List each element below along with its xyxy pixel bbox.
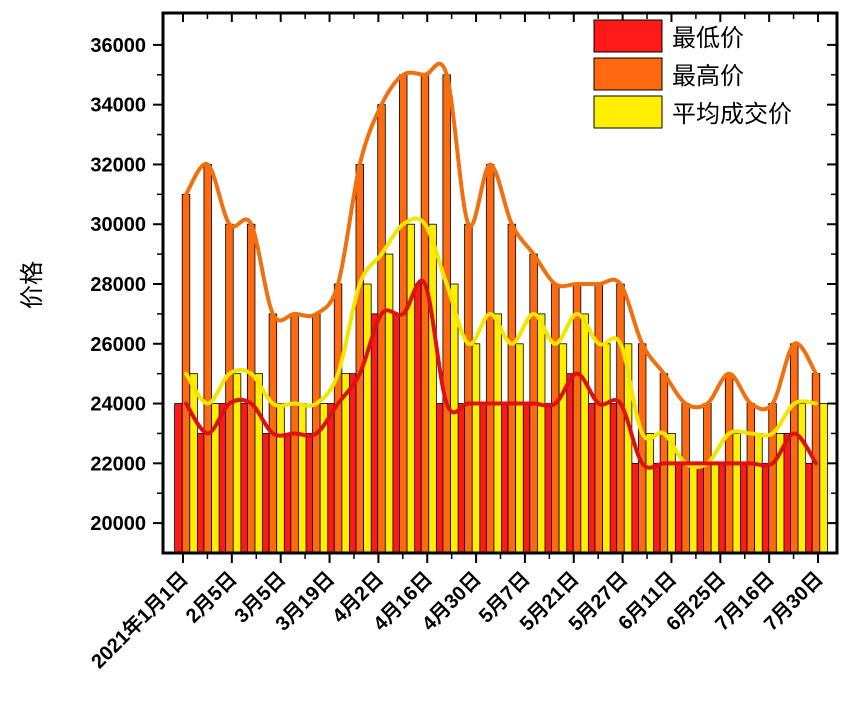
bar-avg (254, 373, 263, 554)
y-tick-label: 22000 (90, 453, 146, 475)
bar-avg (384, 253, 394, 554)
smooth-lines (184, 61, 818, 470)
bar-avg (689, 462, 698, 554)
legend-swatch-max (593, 57, 663, 91)
bar-avg (558, 343, 568, 554)
bar-max (768, 403, 777, 554)
bar-max (638, 343, 647, 554)
bar-avg (298, 403, 307, 554)
bar-avg (819, 403, 828, 554)
bar-avg (276, 403, 285, 554)
legend-label-min: 最低价 (672, 24, 744, 52)
bar-avg (710, 462, 720, 554)
bar-max (442, 74, 451, 554)
bar-avg (732, 433, 741, 554)
bar-max (225, 223, 234, 554)
bar-max (464, 223, 473, 554)
y-tick-label: 36000 (90, 35, 146, 57)
bar-min (174, 403, 183, 554)
bar-max (572, 283, 582, 554)
y-tick-label: 34000 (90, 95, 146, 117)
bar-max (333, 283, 343, 554)
bar-avg (645, 433, 655, 554)
bar-max (246, 223, 256, 554)
bar-avg (450, 283, 459, 554)
bar-avg (580, 313, 589, 554)
bar-max (616, 283, 625, 554)
bar-max (594, 283, 603, 554)
bar-max (485, 164, 495, 554)
bar-avg (493, 313, 502, 554)
bar-max (703, 403, 712, 554)
y-tick-label: 30000 (90, 214, 146, 236)
line-max (184, 61, 818, 412)
bar-avg (341, 373, 350, 554)
y-axis-label: 价格 (18, 261, 46, 309)
bar-max (681, 403, 690, 554)
y-tick-label: 24000 (90, 394, 146, 416)
bar-avg (536, 313, 546, 554)
legend-label-max: 最高价 (672, 62, 744, 90)
bar-avg (797, 403, 807, 554)
bar-max (790, 343, 799, 554)
bar-avg (363, 283, 372, 554)
bar-max (507, 223, 517, 554)
bar-max (746, 403, 756, 554)
legend-swatch-min (593, 19, 663, 53)
x-tick-label: 2021年1月1日 (86, 567, 193, 674)
bar-avg (406, 223, 416, 554)
line-min (184, 278, 818, 470)
bar-avg (515, 343, 524, 554)
y-tick-label: 32000 (90, 154, 146, 176)
bar-max (377, 104, 386, 554)
bar-avg (754, 433, 763, 554)
bar-avg (667, 433, 676, 554)
legend-swatch-avg (593, 95, 663, 129)
bar-max (551, 283, 560, 554)
x-tick-label: 2月5日 (182, 568, 242, 628)
bar-max (420, 74, 430, 554)
y-tick-label: 20000 (90, 513, 146, 535)
bar-avg (602, 343, 611, 554)
bar-avg (428, 223, 437, 554)
bar-max (355, 164, 364, 554)
bar-max (203, 164, 212, 554)
bar-avg (471, 343, 481, 554)
legend-label-avg: 平均成交价 (672, 100, 792, 128)
y-tick-label: 28000 (90, 274, 146, 296)
bar-avg (189, 373, 198, 554)
legend: 最低价 最高价 平均成交价 (593, 19, 792, 129)
y-tick-label: 26000 (90, 334, 146, 356)
